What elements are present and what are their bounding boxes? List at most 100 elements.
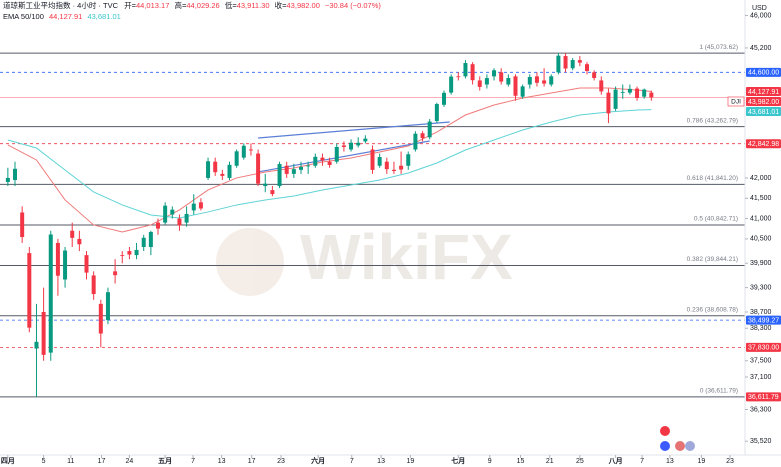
candle-body — [427, 121, 432, 138]
ohlc-value: 43,911.30 — [237, 1, 270, 10]
candle-body — [77, 238, 82, 245]
candle-body — [627, 88, 632, 93]
y-tick-label: 37,500 — [750, 358, 772, 365]
y-tick-label: 36,300 — [750, 406, 772, 413]
candle-body — [148, 232, 153, 247]
candle-body — [13, 168, 18, 180]
price-tag-label: 37,830.00 — [748, 345, 779, 352]
x-tick-label: 13 — [666, 458, 674, 465]
x-tick-label: 六月 — [311, 456, 325, 465]
x-tick-label: 五月 — [158, 457, 172, 465]
candle-body — [349, 142, 354, 150]
candle-body — [470, 64, 475, 81]
candle-body — [20, 212, 25, 238]
candle-body — [206, 161, 211, 178]
candle-body — [113, 271, 118, 276]
candle-body — [227, 164, 232, 178]
candle-body — [635, 88, 640, 98]
candle-body — [277, 164, 282, 187]
event-icon[interactable] — [660, 441, 670, 451]
trend-line — [258, 121, 450, 139]
candle-body — [156, 222, 161, 229]
plot-area: 1 (45,073.62) 0.786 (43,262.79) 0.618 (41,… — [0, 44, 745, 398]
price-tag-label: 42,842.98 — [748, 141, 779, 148]
x-tick-label: 八月 — [608, 457, 623, 465]
candle-body — [384, 161, 389, 170]
candle-body — [556, 55, 561, 73]
ohlc-value: 44,013.17 — [136, 1, 169, 10]
candle-body — [534, 76, 539, 83]
candle-body — [456, 76, 461, 78]
ohlc-value: 44,029.26 — [186, 1, 219, 10]
event-icon[interactable] — [685, 441, 695, 451]
candle-body — [84, 255, 89, 273]
y-tick-label: 41,500 — [750, 195, 772, 202]
candle-body — [606, 92, 611, 114]
x-tick-label: 21 — [546, 458, 554, 465]
y-tick-label: 42,000 — [750, 175, 772, 182]
candle-body — [527, 77, 532, 85]
candle-body — [577, 60, 582, 63]
event-icon[interactable] — [660, 426, 670, 436]
candle-body — [220, 173, 225, 176]
candle-body — [649, 92, 654, 98]
fib-label: 0 (36,611.79) — [700, 388, 738, 395]
x-tick-label: 9 — [488, 458, 492, 465]
price-tag-badge — [727, 96, 745, 107]
x-tick-label: 17 — [98, 458, 106, 465]
candle-body — [127, 251, 132, 255]
x-tick-label: 23 — [726, 458, 734, 465]
candle-body — [334, 146, 339, 162]
indicator-line: EMA 50/100 44,127.91 43,681.01 — [3, 12, 121, 21]
x-tick-label: 7 — [640, 458, 644, 465]
y-tick-label: 45,200 — [750, 45, 772, 52]
price-tag — [746, 96, 781, 106]
fib-label: 0.236 (38,608.78) — [687, 306, 738, 313]
candle-body — [370, 149, 375, 170]
currency-label: USD — [752, 5, 767, 12]
symbol-title: 道琼斯工业平均指数 · 4小时 · TVC — [3, 0, 119, 10]
x-tick-label: 四月 — [1, 457, 15, 465]
candle-body — [513, 76, 518, 96]
candle-body — [184, 213, 189, 223]
candle-body — [41, 312, 46, 355]
event-icon[interactable] — [675, 441, 685, 451]
ema-line — [7, 109, 652, 219]
candle-body — [592, 72, 597, 78]
event-icons — [660, 426, 695, 451]
candle-body — [98, 303, 103, 334]
candle-body — [327, 161, 332, 165]
candle-body — [256, 153, 261, 184]
y-tick-label: 39,300 — [750, 284, 772, 291]
candle-body — [542, 80, 547, 84]
y-tick-label: 39,900 — [750, 260, 772, 267]
candle-body — [506, 78, 511, 85]
x-tick-label: 11 — [67, 458, 74, 465]
y-tick-label: 40,500 — [750, 236, 772, 243]
candle-body — [413, 133, 418, 150]
price-tag-label: 43,681.01 — [748, 109, 779, 116]
price-tag-label: 43,982.00 — [748, 99, 779, 106]
x-tick-label: 5 — [42, 458, 46, 465]
candle-body — [134, 249, 139, 256]
candle-body — [291, 169, 296, 174]
candle-body — [499, 72, 504, 82]
candle-body — [463, 63, 468, 77]
candle-body — [391, 169, 396, 171]
candle-body — [198, 202, 203, 209]
candle-body — [477, 80, 482, 87]
candle-body — [441, 92, 446, 105]
candle-body — [105, 292, 110, 321]
y-tick-label: 37,100 — [750, 374, 772, 381]
candle-body — [434, 104, 439, 122]
y-tick-label: 41,000 — [750, 215, 772, 222]
price-tag-label: 38,499.27 — [748, 317, 779, 324]
candle-body — [234, 151, 239, 166]
x-tick-label: 七月 — [451, 456, 465, 465]
price-tag-label: 36,611.79 — [748, 394, 779, 401]
ohlc-label: 收= — [275, 0, 287, 10]
candle-body — [248, 149, 253, 151]
candle-body — [191, 203, 196, 211]
